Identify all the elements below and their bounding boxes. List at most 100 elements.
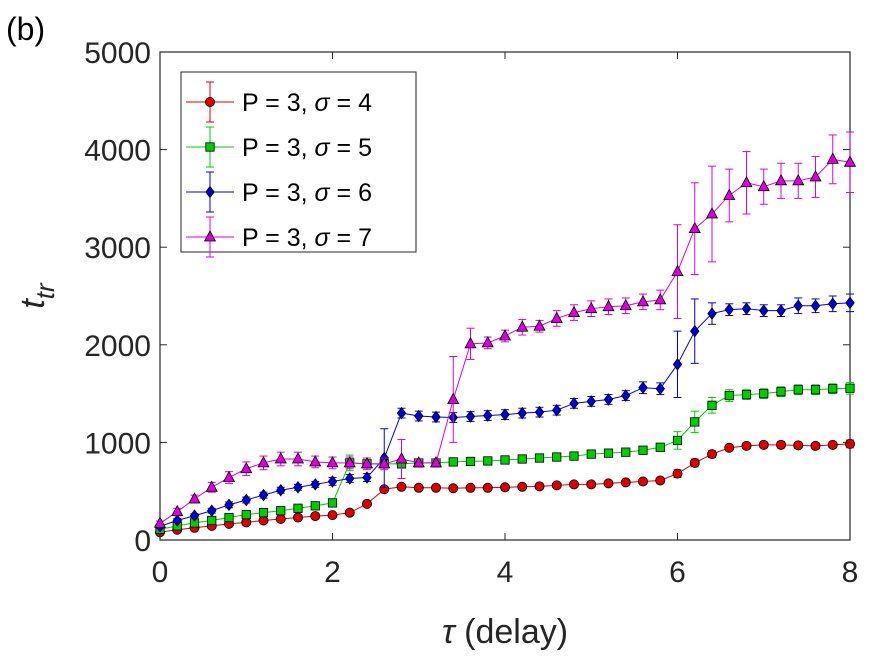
legend-label: P = 3, σ = 5 [242, 134, 372, 162]
data-point [655, 442, 665, 452]
data-point [638, 381, 648, 395]
data-point [845, 383, 855, 393]
data-point [569, 451, 579, 461]
data-point [741, 440, 752, 451]
y-tick-label: 3000 [84, 232, 151, 265]
data-point [550, 311, 563, 323]
data-point [776, 304, 786, 317]
x-axis-label-symbol: τ [442, 613, 457, 651]
data-point [448, 483, 459, 494]
data-point [517, 454, 527, 464]
data-point [552, 403, 562, 417]
data-point [498, 329, 512, 341]
data-point [345, 472, 355, 485]
data-point [447, 392, 460, 404]
data-point [431, 410, 441, 424]
data-point [414, 409, 424, 423]
data-point [690, 417, 700, 427]
ticks-layer: 0 2 4 6 8 0 1000 2000 3000 4000 5000 [84, 37, 858, 589]
data-point [603, 478, 614, 489]
data-point [724, 390, 734, 401]
data-point [741, 302, 752, 315]
data-point [569, 397, 579, 410]
data-point [827, 439, 838, 450]
data-point [500, 455, 510, 465]
data-point [655, 475, 666, 486]
data-point [516, 320, 529, 332]
data-point [603, 448, 614, 458]
data-point [207, 515, 217, 526]
data-point [757, 179, 770, 192]
legend-label-prefix: P = 3, [242, 134, 315, 162]
data-point [551, 480, 562, 491]
legend-label-suffix: = 4 [330, 89, 372, 117]
data-point [344, 507, 355, 518]
legend-marker [204, 97, 215, 108]
data-point [310, 501, 320, 511]
x-axis-label-text: (delay) [455, 613, 568, 651]
y-tick-label: 1000 [84, 427, 151, 460]
data-point [224, 512, 234, 523]
data-point [828, 297, 838, 311]
legend-marker [205, 142, 215, 152]
data-point [619, 298, 632, 311]
legend-entry: P = 3, σ = 7 [186, 216, 372, 258]
series-3 [155, 293, 855, 533]
data-point [793, 385, 803, 395]
data-point [275, 514, 286, 525]
legend-label-sigma: σ [315, 224, 331, 252]
data-point [845, 438, 856, 449]
data-point [707, 400, 717, 410]
data-point [533, 319, 546, 331]
data-point [465, 482, 476, 493]
panel-label: (b) [6, 11, 45, 47]
data-point [517, 481, 528, 492]
data-point [810, 299, 821, 313]
data-point [171, 504, 184, 517]
legend-label: P = 3, σ = 6 [242, 179, 372, 207]
data-point [361, 498, 372, 509]
data-point [517, 406, 527, 420]
data-point [707, 449, 718, 460]
legend-entry: P = 3, σ = 4 [186, 81, 372, 123]
data-point [343, 456, 356, 468]
data-point [276, 483, 286, 497]
data-point [759, 304, 769, 317]
data-point [707, 307, 717, 320]
data-point [826, 152, 839, 164]
data-point [293, 503, 303, 513]
data-point [793, 440, 804, 451]
series-2 [155, 381, 855, 534]
data-point [258, 488, 269, 502]
data-point [776, 387, 786, 397]
legend-label: P = 3, σ = 7 [242, 224, 372, 252]
data-point [327, 498, 338, 508]
data-point [828, 384, 838, 394]
data-point [672, 435, 683, 446]
data-point [276, 506, 286, 516]
data-point [412, 456, 425, 468]
data-point [448, 457, 458, 467]
data-point [672, 358, 683, 371]
x-tick-label: 8 [842, 556, 859, 589]
data-point [326, 456, 339, 468]
data-point [378, 457, 391, 469]
data-point [567, 305, 581, 317]
data-point [585, 301, 598, 314]
legend-label-suffix: = 7 [330, 224, 372, 252]
y-tick-label: 4000 [84, 135, 151, 168]
data-point [172, 514, 182, 527]
data-point [362, 471, 372, 484]
data-point [500, 408, 510, 421]
x-axis-label: τ (delay) [442, 613, 568, 651]
data-point [655, 382, 665, 395]
data-point [705, 207, 719, 219]
data-point [602, 299, 615, 312]
data-point [758, 439, 769, 450]
data-point [429, 456, 443, 468]
data-point [741, 389, 752, 400]
data-point [654, 293, 667, 305]
data-point [222, 470, 236, 482]
y-tick-label: 2000 [84, 330, 151, 363]
data-point [481, 336, 494, 348]
